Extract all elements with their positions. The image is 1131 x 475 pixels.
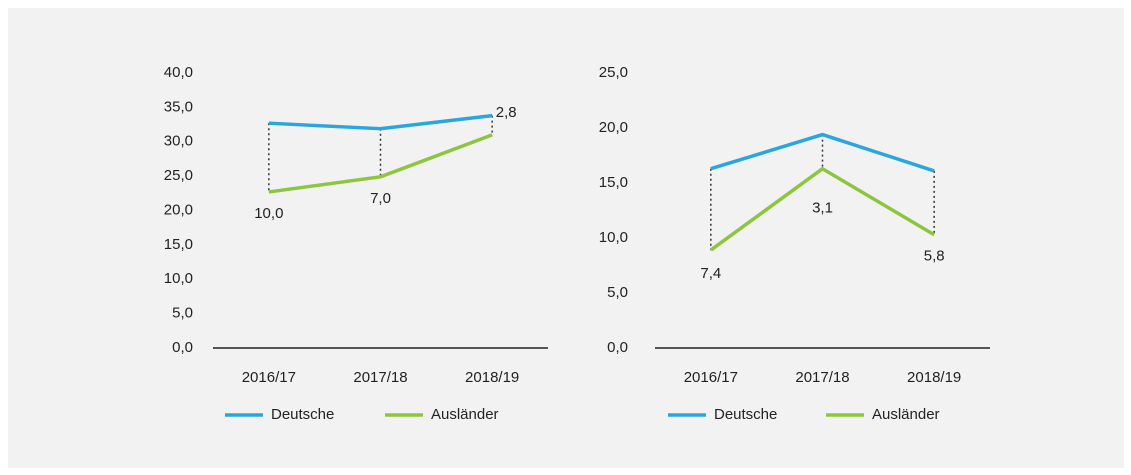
difference-label: 10,0 bbox=[254, 205, 283, 222]
y-tick-label: 5,0 bbox=[607, 284, 628, 301]
difference-label: 2,8 bbox=[496, 104, 517, 121]
y-tick-label: 10,0 bbox=[164, 270, 193, 287]
x-tick-label: 2018/19 bbox=[465, 369, 519, 386]
series-line bbox=[268, 133, 493, 194]
series-line bbox=[268, 113, 493, 131]
x-tick-label: 2018/19 bbox=[907, 369, 961, 386]
series-line bbox=[709, 166, 936, 252]
y-tick-label: 5,0 bbox=[172, 305, 193, 322]
y-tick-label: 0,0 bbox=[172, 339, 193, 356]
legend-label: Deutsche bbox=[714, 406, 777, 423]
y-tick-label: 20,0 bbox=[599, 119, 628, 136]
series-line bbox=[710, 132, 935, 173]
panel bbox=[8, 8, 1124, 468]
y-tick-label: 15,0 bbox=[164, 236, 193, 253]
difference-label: 7,4 bbox=[700, 265, 721, 282]
x-tick-label: 2017/18 bbox=[795, 369, 849, 386]
y-tick-label: 15,0 bbox=[599, 174, 628, 191]
y-tick-label: 35,0 bbox=[164, 98, 193, 115]
x-tick-label: 2017/18 bbox=[353, 369, 407, 386]
y-tick-label: 25,0 bbox=[164, 167, 193, 184]
x-tick-label: 2016/17 bbox=[684, 369, 738, 386]
y-tick-label: 20,0 bbox=[164, 201, 193, 218]
x-tick-label: 2016/17 bbox=[242, 369, 296, 386]
legend-label: Deutsche bbox=[271, 406, 334, 423]
difference-label: 5,8 bbox=[924, 248, 945, 265]
y-tick-label: 0,0 bbox=[607, 339, 628, 356]
legend-label: Ausländer bbox=[872, 406, 940, 423]
y-tick-label: 40,0 bbox=[164, 64, 193, 81]
y-tick-label: 25,0 bbox=[599, 64, 628, 81]
difference-label: 3,1 bbox=[812, 200, 833, 217]
y-tick-label: 10,0 bbox=[599, 229, 628, 246]
difference-label: 7,0 bbox=[370, 190, 391, 207]
y-tick-label: 30,0 bbox=[164, 133, 193, 150]
legend-label: Ausländer bbox=[431, 406, 499, 423]
